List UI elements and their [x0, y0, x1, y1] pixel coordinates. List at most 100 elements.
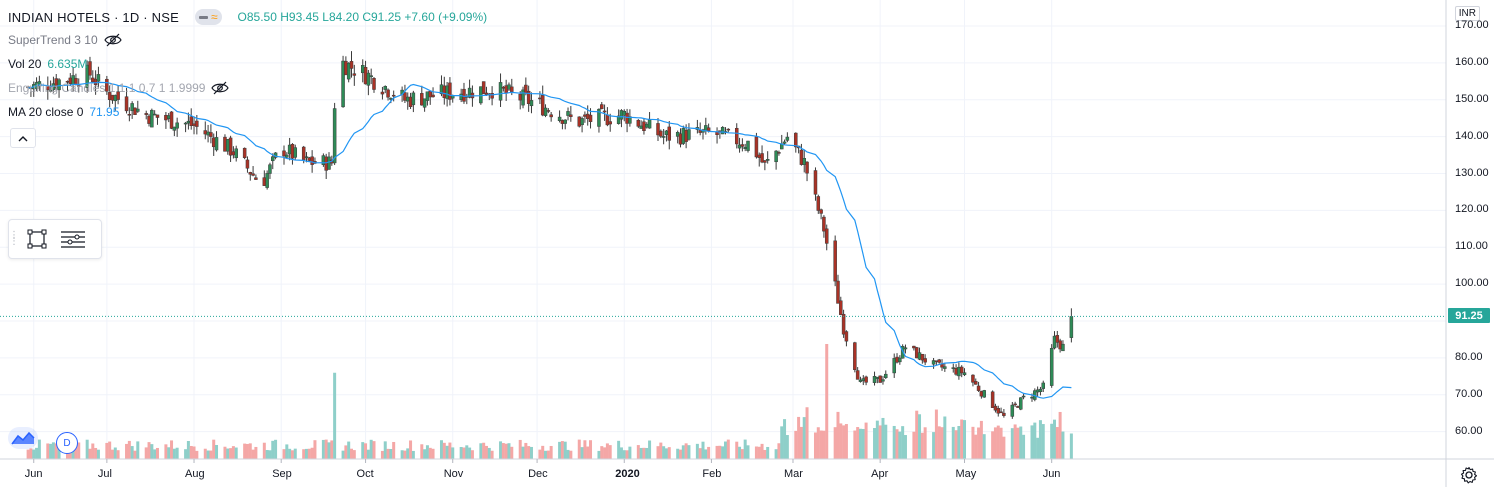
volume-bar [608, 445, 612, 459]
candle-body [324, 156, 328, 171]
price-tick-label: 100.00 [1455, 277, 1489, 290]
candle-body [285, 154, 289, 158]
volume-bar [361, 442, 365, 459]
volume-bar [842, 425, 846, 459]
candle-body [979, 391, 984, 397]
volume-bar [726, 439, 730, 459]
chart-type-pill[interactable]: ≈ [194, 9, 222, 25]
symbol-title[interactable]: INDIAN HOTELS · 1D · NSE [8, 9, 179, 25]
volume-bar [740, 449, 744, 459]
volume-bar [957, 426, 961, 459]
candle-body [228, 137, 233, 156]
lines-tool-button[interactable] [55, 224, 91, 254]
volume-bar [881, 417, 885, 459]
candle-body [861, 378, 866, 381]
ma-legend[interactable]: MA 20 close 0 71.95 [8, 105, 119, 119]
currency-badge[interactable]: INR [1454, 6, 1480, 21]
candle-body [794, 132, 798, 148]
volume-bar [822, 430, 826, 459]
candle-body [1069, 316, 1074, 338]
volume-bar [819, 430, 823, 459]
candle-body [88, 61, 92, 76]
date-range-button[interactable]: D [56, 432, 78, 454]
volume-bar [155, 447, 159, 459]
volume-bar [77, 442, 81, 459]
candle-body [498, 82, 503, 101]
volume-bar [1016, 427, 1020, 459]
drag-handle[interactable]: ⋮ ⋮ [9, 230, 19, 247]
volume-bar [293, 448, 297, 459]
tradingview-logo[interactable] [8, 427, 38, 449]
volume-bar [566, 449, 570, 459]
candle-body [136, 108, 140, 112]
candle-body [667, 126, 672, 141]
volume-bar [560, 441, 564, 459]
time-tick-label: Mar [783, 468, 803, 480]
volume-bar [409, 440, 413, 459]
volume-bar [172, 448, 176, 459]
candle-body [822, 216, 826, 232]
candle-body [405, 96, 410, 102]
candle-body [763, 160, 767, 163]
candle-body [802, 158, 806, 165]
volume-bar [915, 410, 919, 459]
volume-bar [993, 427, 997, 459]
rectangle-tool-button[interactable] [19, 224, 55, 254]
candle-body [706, 127, 711, 132]
candle-body [431, 94, 435, 98]
candle-body [363, 67, 368, 85]
drawing-toolbar[interactable]: ⋮ ⋮ [8, 219, 102, 259]
volume-bar [321, 439, 325, 459]
volume-legend[interactable]: Vol 20 6.635M [8, 57, 87, 71]
volume-bar [544, 450, 548, 459]
candle-body [577, 116, 582, 127]
candle-body [996, 408, 1001, 414]
volume-bar [721, 446, 725, 459]
gear-icon[interactable] [1460, 466, 1478, 484]
candle-body [155, 114, 160, 118]
candle-body [872, 376, 877, 383]
volume-bar [861, 428, 865, 459]
volume-bar [892, 425, 896, 459]
time-tick-label: Nov [443, 468, 464, 480]
candle-body [133, 107, 137, 115]
volume-bar [825, 344, 829, 459]
candle-body [937, 359, 941, 363]
volume-bar [780, 426, 784, 459]
volume-bar [439, 440, 443, 459]
volume-bar [364, 443, 368, 459]
candle-body [898, 357, 902, 363]
candle-body [642, 121, 646, 132]
eye-off-icon[interactable] [211, 81, 230, 95]
candle-body [881, 379, 885, 382]
volume-bar [251, 449, 255, 459]
volume-bar [569, 450, 573, 459]
volume-bar [462, 447, 466, 459]
volume-bar [524, 442, 528, 459]
volume-bar [144, 447, 148, 459]
candle-body [816, 196, 821, 211]
candle-body [678, 133, 683, 145]
collapse-legend-button[interactable] [10, 128, 36, 148]
candle-body [597, 108, 601, 127]
supertrend-legend[interactable]: SuperTrend 3 10 [8, 33, 122, 47]
symbol-legend[interactable]: INDIAN HOTELS · 1D · NSE ≈ O85.50 H93.45… [8, 9, 487, 25]
candle-body [836, 280, 840, 304]
volume-bar [392, 441, 396, 459]
volume-bar [996, 425, 1000, 459]
candle-body [917, 352, 922, 360]
candle-body [580, 118, 584, 126]
candle-body [1055, 335, 1060, 343]
engulfing-legend[interactable]: Engulfing Candles 1 1.1 0.7 1 1.9999 [8, 81, 230, 95]
candle-body [76, 85, 81, 87]
price-tick-label: 80.00 [1455, 350, 1483, 363]
candle-body [844, 331, 849, 342]
eye-off-icon[interactable] [103, 33, 122, 47]
candle-body [245, 159, 250, 169]
candle-body [639, 125, 643, 129]
volume-bar [833, 427, 837, 459]
price-tick-label: 120.00 [1455, 203, 1489, 216]
candle-body [957, 366, 961, 377]
wave-icon: ≈ [210, 10, 218, 24]
